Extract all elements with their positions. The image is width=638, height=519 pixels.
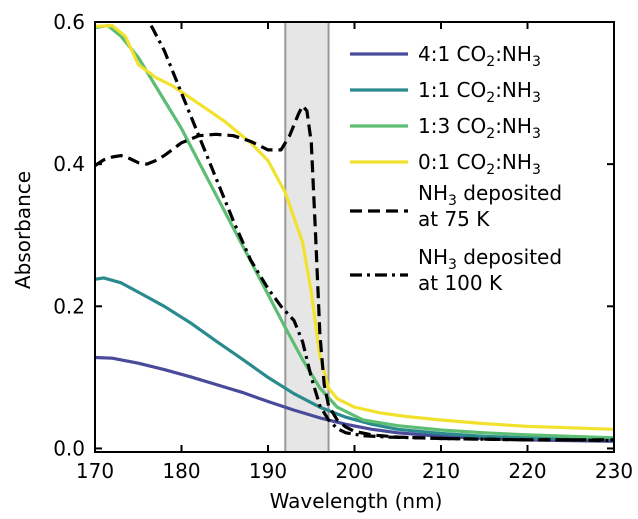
y-tick-label: 0.6: [53, 10, 85, 34]
legend-label-line2: at 75 K: [418, 207, 490, 231]
x-tick-label: 230: [595, 459, 633, 483]
series-layer: [95, 24, 614, 443]
shaded-band: [285, 22, 329, 452]
y-tick-label: 0.2: [53, 294, 85, 318]
legend-label: 0:1 CO2​:NH3​: [418, 150, 541, 178]
y-tick-label: 0.0: [53, 436, 85, 460]
series-line-5: [95, 104, 614, 442]
legend-label: 4:1 CO2​:NH3​: [418, 42, 541, 70]
x-tick-label: 200: [335, 459, 373, 483]
legend-label: NH3​ deposited: [418, 245, 562, 273]
x-tick-label: 190: [249, 459, 287, 483]
series-line-2: [95, 276, 614, 441]
series-line-6: [149, 24, 614, 443]
x-tick-label: 170: [76, 459, 114, 483]
x-tick-label: 210: [422, 459, 460, 483]
shaded-region: [284, 22, 330, 452]
x-tick-label: 180: [162, 459, 200, 483]
legend-label: 1:1 CO2​:NH3​: [418, 78, 541, 106]
legend: 4:1 CO2​:NH3​ 1:1 CO2​:NH3​ 1:3 CO2​:NH3​ 0…: [350, 42, 562, 295]
series-line-4: [95, 24, 614, 431]
legend-label: NH3​ deposited: [418, 181, 562, 209]
series-line-3: [95, 24, 614, 440]
x-tick-label: 220: [508, 459, 546, 483]
axis-ticks: 170 180 190 200 210 220 230 0.0 0.2 0.4 0.6: [53, 10, 633, 483]
x-axis-label: Wavelength (nm): [270, 489, 443, 513]
y-tick-label: 0.4: [53, 152, 85, 176]
y-axis-label: Absorbance: [11, 171, 35, 289]
legend-label: 1:3 CO2​:NH3​: [418, 114, 541, 142]
legend-label-line2: at 100 K: [418, 271, 503, 295]
series-line-1: [95, 355, 614, 443]
